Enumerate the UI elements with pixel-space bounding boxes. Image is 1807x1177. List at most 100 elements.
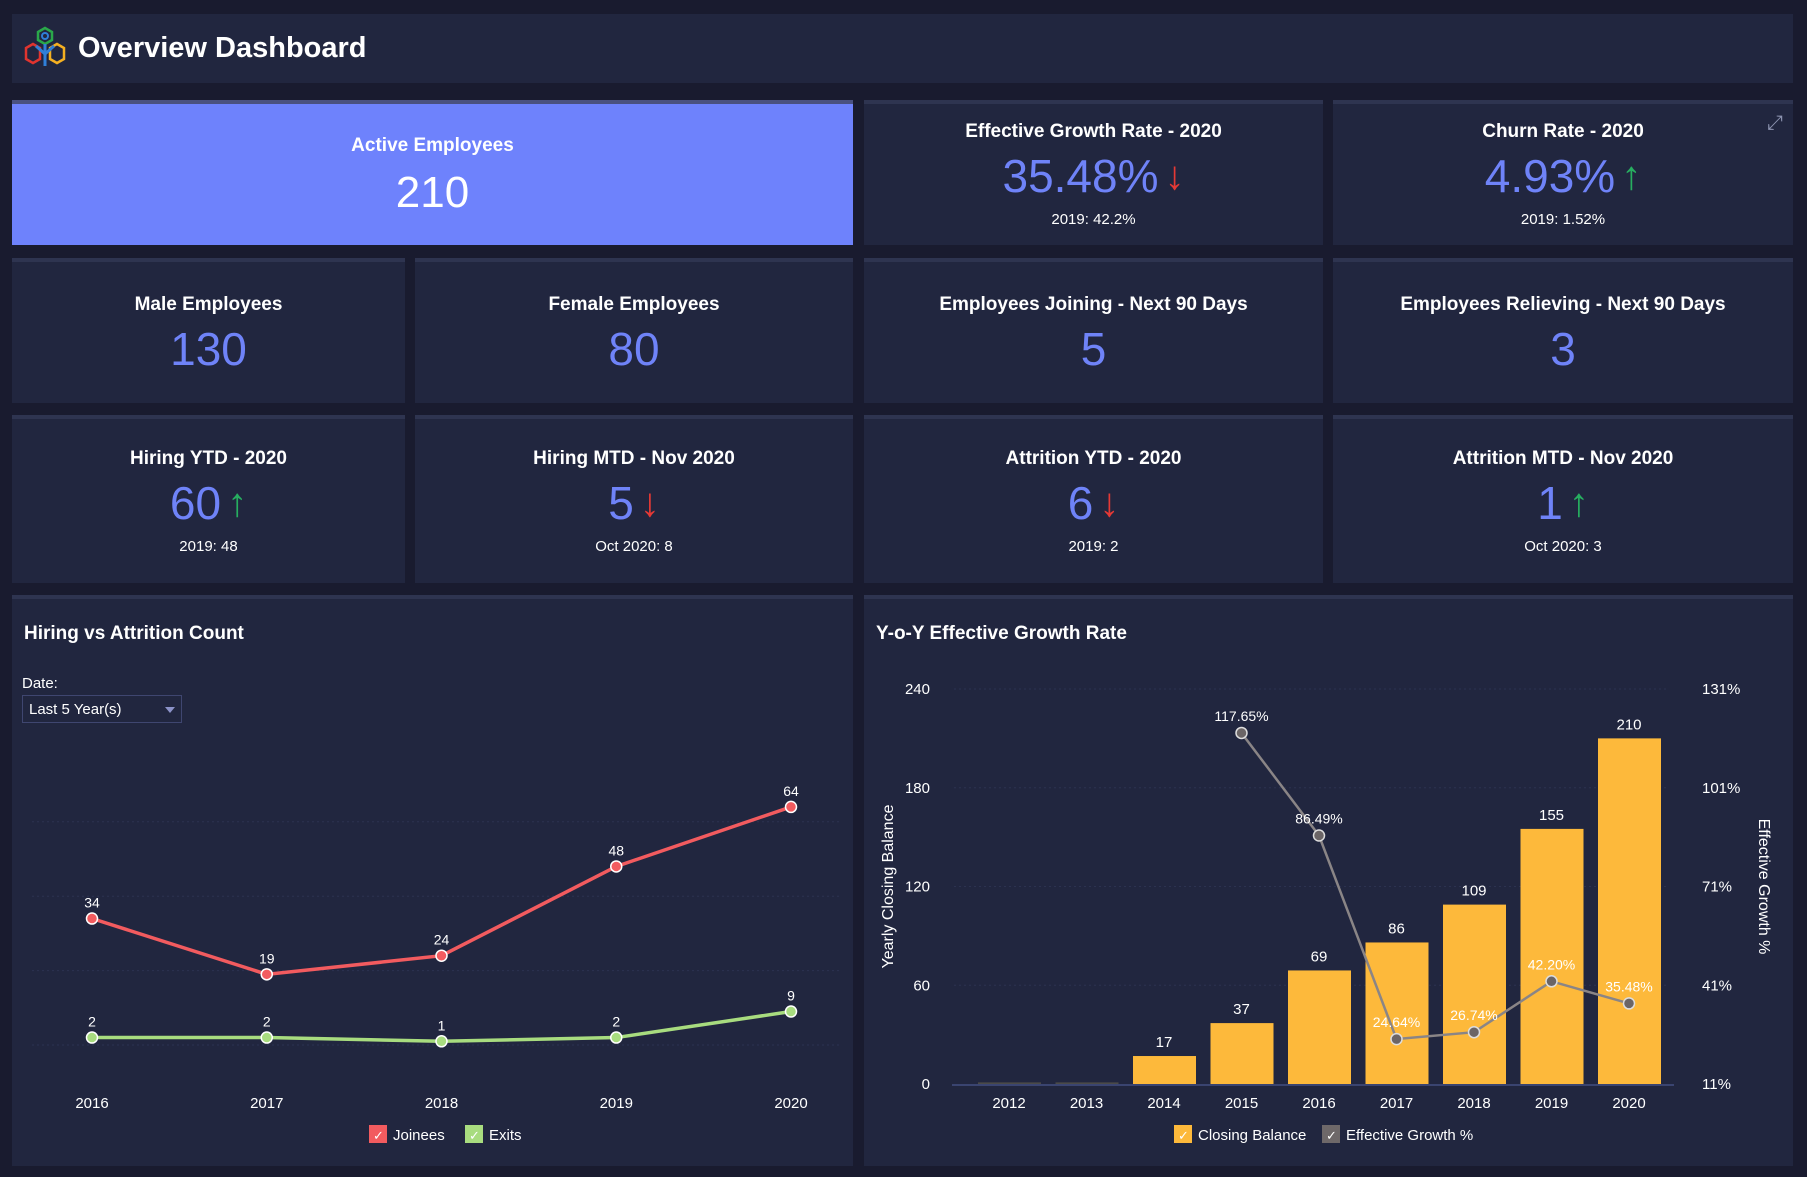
data-point	[260, 1031, 273, 1044]
y2-tick-label: 71%	[1702, 879, 1732, 896]
legend-label: Effective Growth %	[1346, 1127, 1473, 1144]
bar	[1288, 970, 1351, 1084]
bar	[1365, 942, 1429, 1084]
kpi-title: Churn Rate - 2020	[1482, 121, 1644, 142]
x-tick-label: 2015	[1225, 1095, 1258, 1112]
legend-item[interactable]: ✓ Effective Growth %	[1322, 1125, 1473, 1144]
kpi-value: 210	[395, 167, 470, 217]
x-tick-label: 2017	[1380, 1095, 1413, 1112]
chart-title: Y-o-Y Effective Growth Rate	[876, 623, 1127, 644]
chart-title: Hiring vs Attrition Count	[24, 623, 244, 644]
y-tick-label: 120	[905, 879, 930, 896]
kpi-value: 5	[608, 476, 634, 529]
bar-label: 210	[1616, 716, 1641, 733]
line-data-label: 24.64%	[1373, 1014, 1420, 1030]
check-icon: ✓	[373, 1128, 384, 1143]
kpi-value: 1	[1537, 476, 1563, 529]
date-range-dropdown[interactable]: Last 5 Year(s)	[22, 695, 182, 723]
arrow-up-icon: ↑	[227, 480, 248, 525]
arrow-down-icon: ↓	[1164, 154, 1185, 198]
growth-rate-chart-panel: Y-o-Y Effective Growth Rate 0 11% 60 41% 120…	[864, 595, 1793, 1166]
kpi-value: 60	[169, 476, 222, 529]
bar	[1598, 738, 1661, 1084]
kpi-card-hiring-mtd[interactable]: Hiring MTD - Nov 2020 5 ↓ Oct 2020: 8	[415, 415, 853, 583]
kpi-title: Effective Growth Rate - 2020	[965, 121, 1222, 142]
data-point	[260, 968, 273, 981]
growth-line	[1240, 732, 1630, 1041]
kpi-title: Active Employees	[351, 134, 514, 156]
x-tick-label: 2016	[75, 1095, 108, 1112]
kpi-card-growth[interactable]: Effective Growth Rate - 2020 35.48% ↓ 2019…	[864, 100, 1323, 245]
legend-label: Closing Balance	[1198, 1127, 1306, 1144]
data-label: 34	[84, 895, 100, 911]
kpi-card-attrition-mtd[interactable]: Attrition MTD - Nov 2020 1 ↑ Oct 2020: 3	[1333, 415, 1793, 583]
kpi-comparison: 2019: 42.2%	[1051, 211, 1136, 228]
y-tick-label: 180	[905, 780, 930, 797]
data-point	[610, 860, 623, 873]
legend-label: Exits	[489, 1127, 522, 1144]
kpi-value: 6	[1067, 476, 1094, 529]
kpi-comparison: Oct 2020: 3	[1524, 537, 1602, 555]
bar	[1133, 1056, 1196, 1084]
kpi-title: Attrition YTD - 2020	[1005, 447, 1182, 469]
line-data-label: 86.49%	[1295, 811, 1342, 827]
kpi-value: 5	[1080, 322, 1107, 375]
legend-checkbox-icon	[369, 1125, 387, 1143]
data-label: 19	[259, 950, 275, 966]
data-point	[1312, 829, 1326, 842]
kpi-title: Hiring MTD - Nov 2020	[533, 447, 735, 469]
bar-label: 17	[1156, 1034, 1173, 1051]
kpi-card-attrition-ytd[interactable]: Attrition YTD - 2020 6 ↓ 2019: 2	[864, 415, 1323, 583]
x-tick-label: 2014	[1147, 1095, 1180, 1112]
kpi-card-relieving[interactable]: Employees Relieving - Next 90 Days 3	[1333, 258, 1793, 403]
kpi-card-male[interactable]: Male Employees 130	[12, 258, 405, 403]
y2-tick-label: 11%	[1702, 1076, 1731, 1093]
y2-tick-label: 41%	[1702, 977, 1732, 994]
date-filter-label: Date:	[22, 675, 58, 692]
data-label: 24	[434, 932, 450, 948]
kpi-value: 4.93%	[1484, 150, 1616, 202]
bar	[1055, 1082, 1119, 1084]
bar-label: 86	[1388, 920, 1405, 937]
legend-checkbox-icon	[1174, 1125, 1192, 1143]
legend-checkbox-icon	[465, 1125, 483, 1143]
expand-icon[interactable]: ⤢	[1767, 112, 1783, 134]
kpi-card-hiring-ytd[interactable]: Hiring YTD - 2020 60 ↑ 2019: 48	[12, 415, 405, 583]
y2-tick-label: 101%	[1702, 780, 1740, 797]
line-data-label: 35.48%	[1605, 978, 1652, 994]
y-tick-label: 0	[922, 1076, 930, 1093]
data-point	[784, 1005, 798, 1018]
y2-tick-label: 131%	[1702, 681, 1740, 698]
y2-axis-title: Effective Growth %	[1755, 819, 1772, 955]
x-tick-label: 2018	[1457, 1095, 1490, 1112]
kpi-card-joining[interactable]: Employees Joining - Next 90 Days 5	[864, 258, 1323, 403]
data-point	[435, 1035, 448, 1048]
header-bar: Overview Dashboard	[12, 14, 1793, 83]
x-tick-label: 2012	[992, 1095, 1025, 1112]
legend-checkbox-icon	[1322, 1125, 1340, 1143]
x-tick-label: 2016	[1302, 1095, 1335, 1112]
data-label: 64	[783, 783, 799, 799]
line-data-label: 117.65%	[1214, 708, 1268, 724]
kpi-card-churn[interactable]: Churn Rate - 2020 4.93% ↑ 2019: 1.52% ⤢	[1333, 100, 1793, 245]
x-tick-label: 2019	[1535, 1095, 1568, 1112]
line-data-label: 26.74%	[1450, 1007, 1497, 1023]
kpi-title: Male Employees	[134, 293, 283, 315]
y-axis-title: Yearly Closing Balance	[880, 804, 897, 968]
x-tick-label: 2013	[1070, 1095, 1103, 1112]
kpi-comparison: Oct 2020: 8	[595, 537, 673, 555]
legend-item[interactable]: ✓ Closing Balance	[1174, 1125, 1306, 1144]
kpi-card-active[interactable]: Active Employees 210	[12, 100, 853, 245]
data-point	[784, 800, 798, 814]
growth-rate-combo-chart: 0 11% 60 41% 120 71% 180 101% 240 131% Yearly Clos…	[880, 681, 1772, 1144]
line-data-label: 42.20%	[1528, 956, 1575, 972]
x-tick-label: 2019	[600, 1095, 633, 1112]
data-label: 48	[608, 842, 624, 858]
legend-item-joinees[interactable]: ✓ Joinees	[369, 1125, 445, 1144]
app-logo-icon	[24, 26, 66, 66]
legend-item-exits[interactable]: ✓ Exits	[465, 1125, 522, 1144]
arrow-up-icon: ↑	[1621, 154, 1642, 198]
kpi-card-female[interactable]: Female Employees 80	[415, 258, 853, 403]
arrow-down-icon: ↓	[1099, 480, 1120, 525]
kpi-value: 130	[170, 322, 247, 375]
